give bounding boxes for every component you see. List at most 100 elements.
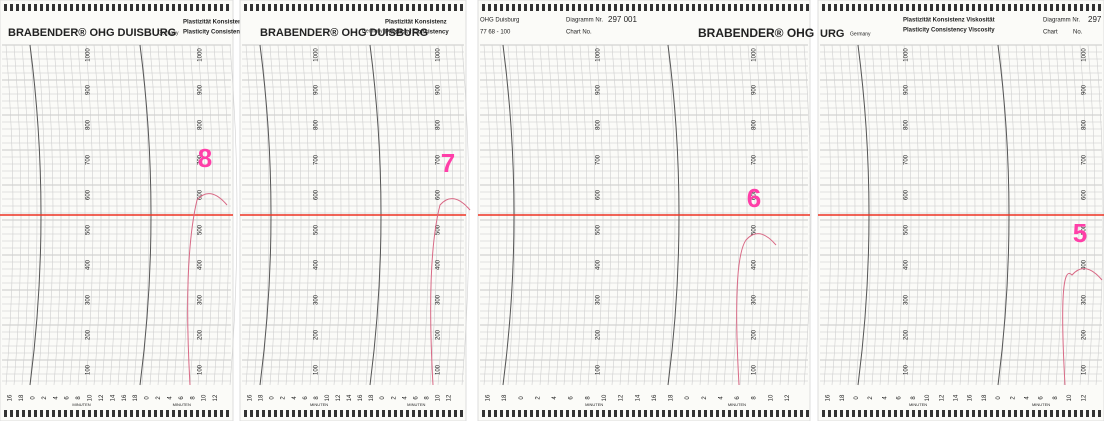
sprocket-hole xyxy=(172,4,175,11)
sprocket-hole xyxy=(52,410,55,417)
scale-label: 300 xyxy=(314,294,320,305)
sprocket-hole xyxy=(172,410,175,417)
sprocket-hole xyxy=(16,410,19,417)
sprocket-hole xyxy=(376,4,379,11)
sprocket-hole xyxy=(638,410,641,417)
sprocket-hole xyxy=(322,410,325,417)
sprocket-hole xyxy=(572,410,575,417)
sprocket-hole xyxy=(22,410,25,417)
sprocket-hole xyxy=(370,410,373,417)
sprocket-hole xyxy=(328,4,331,11)
time-unit: MINUTEN xyxy=(310,402,328,407)
sprocket-hole xyxy=(1026,410,1029,417)
scale-label: 600 xyxy=(1082,189,1088,200)
sprocket-hole xyxy=(304,410,307,417)
scale-label: 500 xyxy=(198,224,204,235)
sprocket-hole xyxy=(608,410,611,417)
sprocket-hole xyxy=(244,4,247,11)
sprocket-hole xyxy=(280,410,283,417)
sprocket-hole xyxy=(388,4,391,11)
sprocket-hole xyxy=(840,4,843,11)
sprocket-hole xyxy=(482,4,485,11)
sprocket-hole xyxy=(346,410,349,417)
sprocket-hole xyxy=(894,410,897,417)
sprocket-hole xyxy=(442,4,445,11)
sprocket-hole xyxy=(846,410,849,417)
scale-label: 300 xyxy=(904,294,910,305)
sprocket-hole xyxy=(674,410,677,417)
sprocket-hole xyxy=(758,410,761,417)
sprocket-hole xyxy=(154,410,157,417)
handwritten-mark: 7 xyxy=(441,148,455,178)
sprocket-hole xyxy=(692,410,695,417)
scale-label: 200 xyxy=(904,329,910,340)
time-label: 12 xyxy=(213,394,219,401)
sprocket-hole xyxy=(788,410,791,417)
scale-label: 1000 xyxy=(1082,48,1088,62)
sprocket-hole xyxy=(560,4,563,11)
time-label: 12 xyxy=(99,394,105,401)
sprocket-hole xyxy=(400,4,403,11)
sprocket-hole xyxy=(530,4,533,11)
scale-label: 600 xyxy=(904,189,910,200)
sprocket-hole xyxy=(64,410,67,417)
sprocket-hole xyxy=(536,410,539,417)
sprocket-hole xyxy=(692,4,695,11)
sprocket-hole xyxy=(930,4,933,11)
sprocket-hole xyxy=(64,4,67,11)
sprocket-hole xyxy=(954,410,957,417)
sprocket-hole xyxy=(954,4,957,11)
sprocket-hole xyxy=(840,410,843,417)
sprocket-hole xyxy=(578,4,581,11)
sprocket-hole xyxy=(834,4,837,11)
sprocket-hole xyxy=(524,410,527,417)
time-label: 16 xyxy=(486,394,492,401)
sprocket-hole xyxy=(554,4,557,11)
sprocket-hole xyxy=(1026,4,1029,11)
sprocket-hole xyxy=(1092,4,1095,11)
sprocket-hole xyxy=(202,410,205,417)
sprocket-hole xyxy=(960,410,963,417)
sprocket-hole xyxy=(100,4,103,11)
sprocket-hole xyxy=(1092,410,1095,417)
scale-label: 1000 xyxy=(752,48,758,62)
sprocket-hole xyxy=(454,410,457,417)
sprocket-hole xyxy=(454,4,457,11)
time-label: 10 xyxy=(602,394,608,401)
time-unit: MINUTEN xyxy=(407,402,425,407)
scale-label: 100 xyxy=(596,364,602,375)
sprocket-hole xyxy=(76,4,79,11)
sprocket-hole xyxy=(834,410,837,417)
sprocket-hole xyxy=(460,410,463,417)
header-text: Plasticity Consistency xyxy=(183,30,247,36)
sprocket-hole xyxy=(250,410,253,417)
scale-label: 900 xyxy=(1082,84,1088,95)
sprocket-hole xyxy=(584,410,587,417)
sprocket-hole xyxy=(298,410,301,417)
sprocket-hole xyxy=(984,410,987,417)
header-text: Germany xyxy=(362,28,383,34)
time-label: 10 xyxy=(768,394,774,401)
sprocket-hole xyxy=(722,410,725,417)
sprocket-hole xyxy=(76,410,79,417)
sprocket-hole xyxy=(130,410,133,417)
sprocket-hole xyxy=(852,4,855,11)
sprocket-hole xyxy=(488,410,491,417)
sprocket-hole xyxy=(554,410,557,417)
sprocket-hole xyxy=(674,4,677,11)
sprocket-hole xyxy=(924,4,927,11)
chart-papers-photo: BRABENDER® OHG DUISBURGGermanyPlastizitä… xyxy=(0,0,1104,421)
sprocket-hole xyxy=(548,410,551,417)
sprocket-hole xyxy=(800,410,803,417)
time-label: 16 xyxy=(122,394,128,401)
time-label: 10 xyxy=(325,394,331,401)
time-label: 10 xyxy=(88,394,94,401)
sprocket-hole xyxy=(310,410,313,417)
sprocket-hole xyxy=(794,4,797,11)
time-label: 12 xyxy=(1081,394,1087,401)
sprocket-hole xyxy=(190,410,193,417)
sprocket-hole xyxy=(382,410,385,417)
scale-label: 100 xyxy=(752,364,758,375)
sprocket-hole xyxy=(184,4,187,11)
sprocket-hole xyxy=(190,4,193,11)
